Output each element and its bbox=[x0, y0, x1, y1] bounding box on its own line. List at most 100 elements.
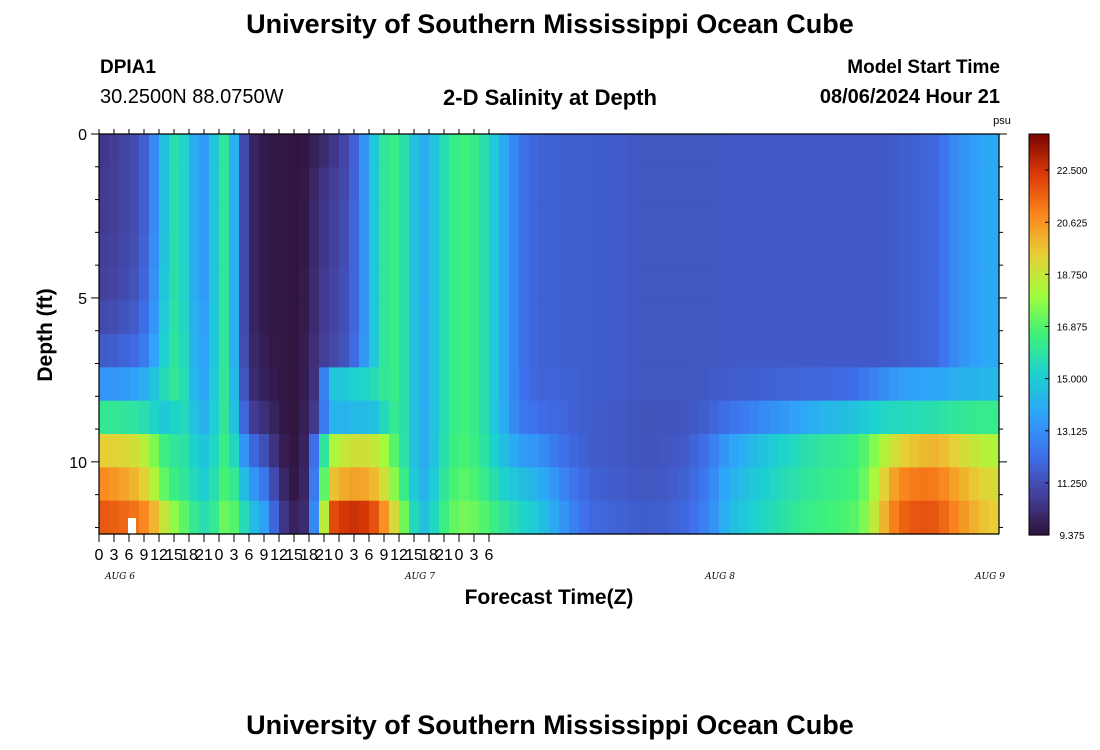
heatmap-cell bbox=[919, 200, 930, 235]
heatmap-cell bbox=[559, 267, 570, 302]
heatmap-cell bbox=[199, 134, 210, 168]
heatmap-cell bbox=[139, 400, 150, 435]
colorbar-segment bbox=[1029, 474, 1049, 479]
heatmap-cell bbox=[259, 334, 270, 368]
heatmap-cell bbox=[719, 134, 730, 168]
heatmap-cell bbox=[439, 234, 450, 268]
heatmap-cell bbox=[849, 234, 860, 268]
heatmap-cell bbox=[619, 267, 630, 302]
heatmap-cell bbox=[559, 134, 570, 168]
heatmap-cell bbox=[349, 500, 360, 535]
heatmap-cell bbox=[539, 400, 550, 435]
heatmap-cell bbox=[209, 334, 220, 368]
heatmap-cell bbox=[269, 267, 280, 302]
heatmap-cell bbox=[249, 167, 260, 202]
heatmap-cell bbox=[719, 200, 730, 235]
heatmap-cell bbox=[309, 300, 320, 335]
heatmap-cell bbox=[229, 400, 240, 435]
colorbar-tick-label: 13.125 bbox=[1057, 427, 1088, 438]
heatmap-cell bbox=[819, 200, 830, 235]
colorbar-segment bbox=[1029, 441, 1049, 446]
colorbar-segment bbox=[1029, 220, 1049, 225]
colorbar-segment bbox=[1029, 464, 1049, 469]
heatmap-cell bbox=[159, 467, 170, 502]
station-coordinates: 30.2500N 88.0750W bbox=[100, 86, 284, 108]
colorbar-segment bbox=[1029, 351, 1049, 356]
heatmap-cell bbox=[939, 467, 950, 502]
heatmap-cell bbox=[619, 134, 630, 168]
heatmap-cell bbox=[709, 134, 720, 168]
heatmap-cell bbox=[799, 300, 810, 335]
heatmap-cell bbox=[279, 334, 290, 368]
heatmap-cell bbox=[389, 167, 400, 202]
heatmap-cell bbox=[149, 334, 160, 368]
heatmap-cell bbox=[929, 167, 940, 202]
heatmap-cell bbox=[959, 267, 970, 302]
heatmap-cell bbox=[939, 434, 950, 468]
heatmap-cell bbox=[169, 467, 180, 502]
heatmap-cell bbox=[289, 167, 300, 202]
heatmap-cell bbox=[729, 300, 740, 335]
x-tick-label: 15 bbox=[165, 547, 183, 564]
colorbar-segment bbox=[1029, 204, 1049, 209]
heatmap-cell bbox=[389, 467, 400, 502]
heatmap-cell bbox=[209, 434, 220, 468]
colorbar-tick-label: 11.250 bbox=[1057, 479, 1087, 490]
heatmap-cell bbox=[409, 400, 420, 435]
heatmap-cell bbox=[899, 400, 910, 435]
heatmap-cell bbox=[499, 200, 510, 235]
heatmap-cell bbox=[379, 467, 390, 502]
colorbar-segment bbox=[1029, 431, 1049, 436]
heatmap-cell bbox=[709, 500, 720, 535]
heatmap-cell bbox=[99, 467, 110, 502]
heatmap-cell bbox=[649, 400, 660, 435]
heatmap-cell bbox=[949, 467, 960, 502]
colorbar-segment bbox=[1029, 498, 1049, 503]
heatmap-cell bbox=[609, 267, 620, 302]
heatmap-cell bbox=[99, 400, 110, 435]
heatmap-cell bbox=[719, 167, 730, 202]
heatmap-cell bbox=[609, 400, 620, 435]
heatmap-cell bbox=[319, 300, 330, 335]
heatmap-cell bbox=[409, 434, 420, 468]
heatmap-cell bbox=[209, 500, 220, 535]
heatmap-cell bbox=[649, 167, 660, 202]
heatmap-cell bbox=[459, 234, 470, 268]
heatmap-cell bbox=[769, 300, 780, 335]
heatmap-cell bbox=[989, 267, 1000, 302]
heatmap-cell bbox=[669, 367, 680, 402]
heatmap-cell bbox=[179, 400, 190, 435]
heatmap-cell bbox=[429, 334, 440, 368]
heatmap-cell bbox=[799, 467, 810, 502]
x-tick-label: 12 bbox=[390, 547, 408, 564]
heatmap-cell bbox=[479, 267, 490, 302]
heatmap-cell bbox=[739, 234, 750, 268]
heatmap-cell bbox=[949, 400, 960, 435]
heatmap-cell bbox=[109, 267, 120, 302]
heatmap-cell bbox=[419, 300, 430, 335]
heatmap-cell bbox=[819, 234, 830, 268]
heatmap-cell bbox=[229, 334, 240, 368]
heatmap-cell bbox=[119, 467, 130, 502]
heatmap-cell bbox=[199, 200, 210, 235]
heatmap-cell bbox=[259, 467, 270, 502]
heatmap-cell bbox=[689, 400, 700, 435]
heatmap-cell bbox=[589, 400, 600, 435]
heatmap-cell bbox=[439, 500, 450, 535]
colorbar-segment bbox=[1029, 354, 1049, 359]
heatmap-cell bbox=[129, 500, 140, 535]
heatmap-cell bbox=[599, 334, 610, 368]
heatmap-cell bbox=[579, 134, 590, 168]
heatmap-cell bbox=[519, 200, 530, 235]
colorbar-segment bbox=[1029, 414, 1049, 419]
heatmap-cell bbox=[989, 467, 1000, 502]
colorbar-segment bbox=[1029, 227, 1049, 232]
colorbar-segment bbox=[1029, 247, 1049, 252]
colorbar-segment bbox=[1029, 381, 1049, 386]
heatmap-cell bbox=[629, 200, 640, 235]
heatmap-cell bbox=[569, 367, 580, 402]
heatmap-cell bbox=[269, 334, 280, 368]
heatmap-cell bbox=[389, 400, 400, 435]
heatmap-cell bbox=[269, 434, 280, 468]
heatmap-cell bbox=[589, 167, 600, 202]
